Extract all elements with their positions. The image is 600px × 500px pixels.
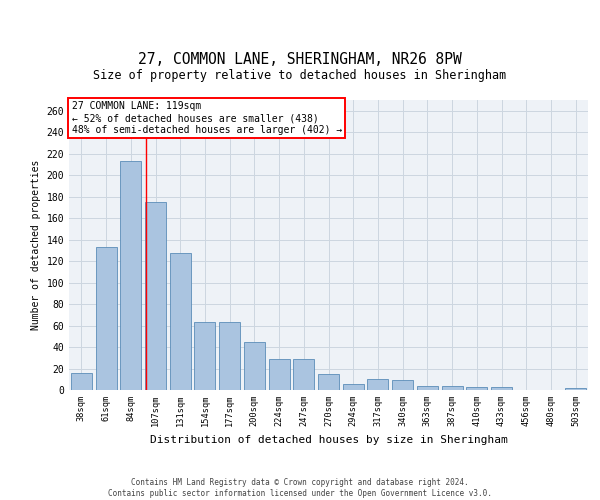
Text: 27, COMMON LANE, SHERINGHAM, NR26 8PW: 27, COMMON LANE, SHERINGHAM, NR26 8PW (138, 52, 462, 68)
Text: Size of property relative to detached houses in Sheringham: Size of property relative to detached ho… (94, 70, 506, 82)
Bar (367, 380, 388, 390)
Bar (71, 373, 92, 390)
Y-axis label: Number of detached properties: Number of detached properties (31, 160, 41, 330)
Bar (145, 202, 166, 390)
Bar (194, 322, 215, 390)
Bar (244, 342, 265, 390)
Bar (442, 386, 463, 390)
Text: Contains HM Land Registry data © Crown copyright and database right 2024.
Contai: Contains HM Land Registry data © Crown c… (108, 478, 492, 498)
Bar (318, 374, 339, 390)
Bar (491, 387, 512, 390)
Bar (392, 380, 413, 390)
Bar (417, 386, 438, 390)
X-axis label: Distribution of detached houses by size in Sheringham: Distribution of detached houses by size … (149, 434, 508, 444)
Bar (466, 387, 487, 390)
Bar (269, 359, 290, 390)
Bar (565, 388, 586, 390)
Bar (95, 247, 116, 390)
Text: 27 COMMON LANE: 119sqm
← 52% of detached houses are smaller (438)
48% of semi-de: 27 COMMON LANE: 119sqm ← 52% of detached… (71, 102, 342, 134)
Bar (219, 322, 240, 390)
Bar (293, 359, 314, 390)
Bar (120, 161, 141, 390)
Bar (170, 252, 191, 390)
Bar (343, 384, 364, 390)
